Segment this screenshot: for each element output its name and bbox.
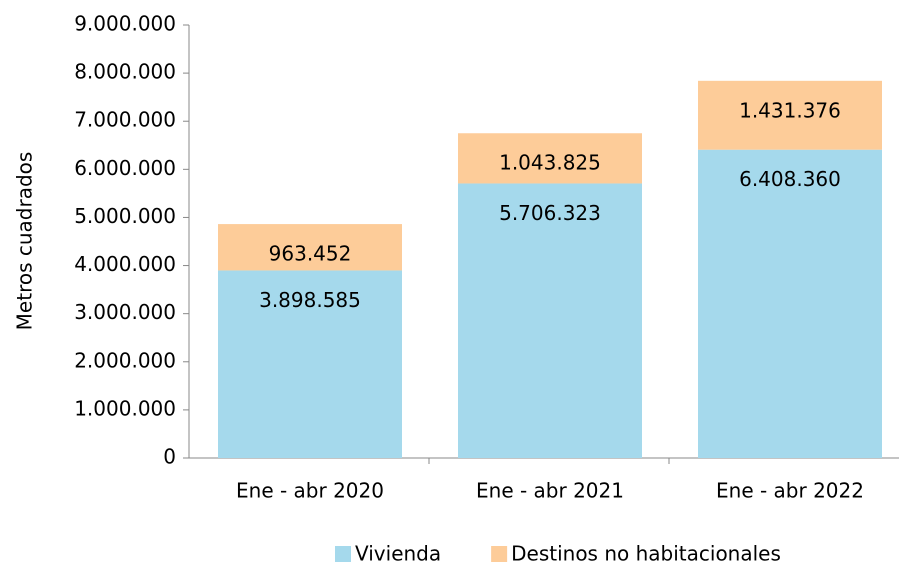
- x-tick-label: Ene - abr 2022: [716, 479, 864, 503]
- bar-segment: [218, 224, 402, 271]
- y-tick-label: 8.000.000: [74, 60, 176, 84]
- data-label: 963.452: [269, 242, 352, 266]
- bar-segment: [458, 133, 642, 184]
- y-axis-label: Metros cuadrados: [13, 152, 37, 331]
- y-tick-label: 5.000.000: [74, 204, 176, 228]
- data-label: 5.706.323: [499, 201, 601, 225]
- bar-segment: [698, 80, 882, 150]
- data-label: 1.431.376: [739, 98, 841, 122]
- x-tick-label: Ene - abr 2020: [236, 479, 384, 503]
- legend-swatch: [335, 546, 351, 562]
- legend-swatch: [491, 546, 508, 562]
- y-tick-label: 2.000.000: [74, 348, 176, 372]
- legend-label: Vivienda: [355, 542, 441, 566]
- bar-segment: [698, 149, 882, 458]
- y-tick-label: 7.000.000: [74, 108, 176, 132]
- bar-segment: [218, 270, 402, 458]
- y-tick-label: 3.000.000: [74, 300, 176, 324]
- y-tick-label: 9.000.000: [74, 12, 176, 36]
- data-label: 6.408.360: [739, 167, 841, 191]
- data-label: 1.043.825: [499, 151, 601, 175]
- legend-label: Destinos no habitacionales: [511, 542, 781, 566]
- y-tick-label: 0: [163, 445, 176, 469]
- data-label: 3.898.585: [259, 288, 361, 312]
- x-tick-label: Ene - abr 2021: [476, 479, 624, 503]
- y-tick-label: 6.000.000: [74, 156, 176, 180]
- y-tick-label: 1.000.000: [74, 396, 176, 420]
- bar-segment: [458, 183, 642, 458]
- y-tick-label: 4.000.000: [74, 252, 176, 276]
